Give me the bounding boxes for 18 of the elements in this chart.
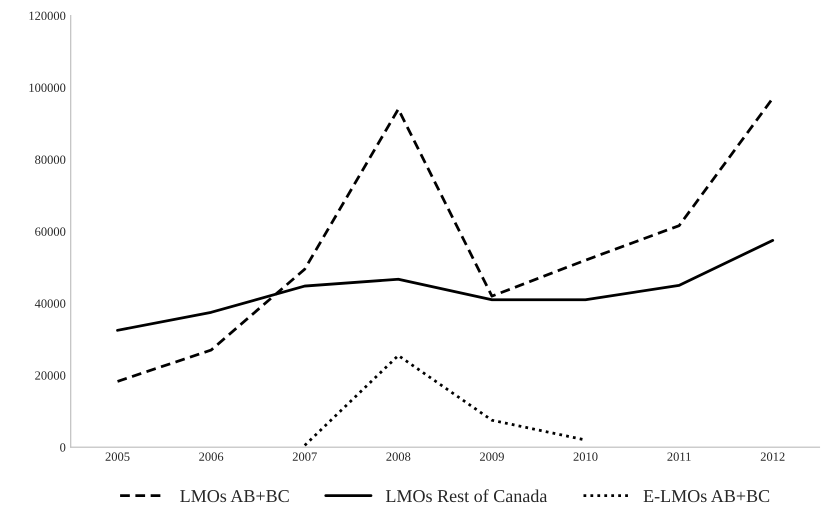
y-tick-label: 100000 bbox=[29, 84, 66, 92]
x-tick-label: 2005 bbox=[106, 452, 130, 461]
y-tick-label: 120000 bbox=[29, 12, 66, 20]
legend-label: E-LMOs AB+BC bbox=[644, 490, 770, 502]
x-tick-label: 2012 bbox=[760, 452, 785, 461]
y-tick-label: 80000 bbox=[35, 155, 66, 164]
y-tick-label: 40000 bbox=[34, 299, 66, 308]
y-tick-label: 60000 bbox=[35, 227, 66, 236]
x-tick-label: 2007 bbox=[292, 452, 317, 461]
legend-label: LMOs AB+BC bbox=[180, 490, 289, 502]
x-tick-label: 2008 bbox=[386, 452, 410, 461]
legend-label: LMOs Rest of Canada bbox=[386, 489, 548, 502]
x-tick-label: 2010 bbox=[574, 452, 598, 461]
x-tick-label: 2011 bbox=[667, 452, 691, 461]
y-tick-label: 0 bbox=[60, 443, 66, 452]
y-tick-label: 20000 bbox=[35, 371, 66, 380]
x-tick-label: 2006 bbox=[199, 452, 224, 461]
x-tick-label: 2009 bbox=[480, 452, 504, 461]
